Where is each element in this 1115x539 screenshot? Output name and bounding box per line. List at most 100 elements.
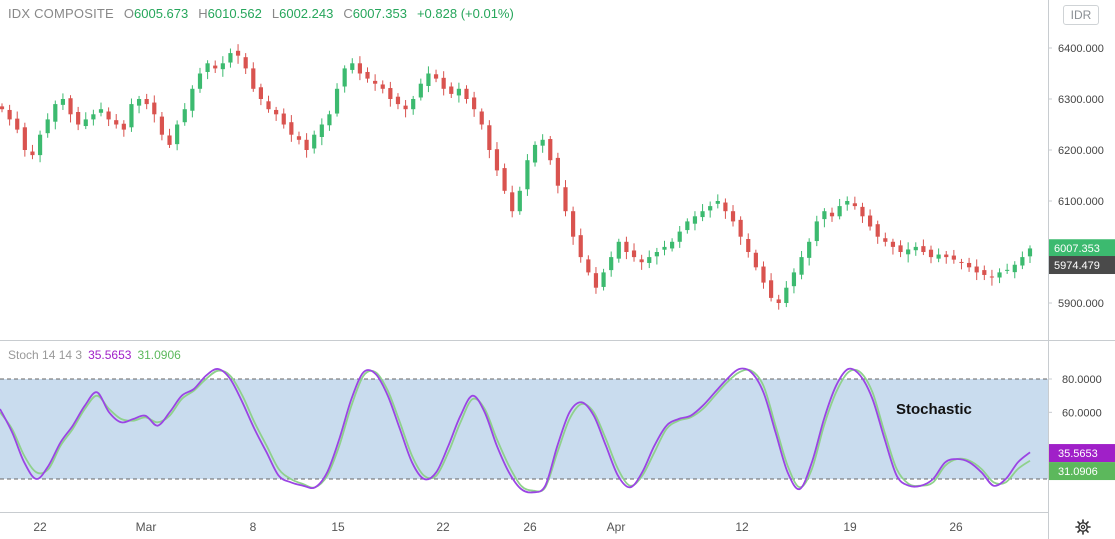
last-price-tag xyxy=(1049,239,1115,258)
candle-body xyxy=(890,241,896,247)
candle-body xyxy=(296,136,302,140)
candle-body xyxy=(114,120,119,125)
candle-body xyxy=(807,241,812,258)
candle-body xyxy=(449,86,454,94)
candle-body xyxy=(692,216,698,224)
high-label: H xyxy=(198,6,208,21)
candle-body xyxy=(982,270,987,275)
candle-body xyxy=(540,139,545,146)
price-axis-label: 6400.000 xyxy=(1058,43,1104,55)
candle-body xyxy=(136,99,142,106)
candle-body xyxy=(167,135,172,145)
candle-body xyxy=(837,206,842,217)
candle-body xyxy=(380,84,385,89)
stoch-k-tag-label: 35.5653 xyxy=(1058,448,1098,460)
low-label: L xyxy=(271,6,280,21)
candle-body xyxy=(944,254,949,258)
candle-body xyxy=(1027,248,1033,257)
candle-body xyxy=(327,114,332,126)
open-value: 6005.673 xyxy=(134,6,189,21)
candle-body xyxy=(845,201,850,205)
candle-body xyxy=(814,221,819,242)
stochastic-k-value: 35.5653 xyxy=(88,348,132,362)
candle-body xyxy=(555,157,560,186)
candle-body xyxy=(738,219,743,237)
candle-body xyxy=(304,139,309,150)
time-axis-label: 8 xyxy=(250,520,257,534)
candle-body xyxy=(677,231,682,242)
candle-body xyxy=(334,88,340,114)
candle-body xyxy=(60,99,66,105)
candle-body xyxy=(243,57,248,69)
candle-body xyxy=(510,192,515,212)
candle-body xyxy=(235,50,241,56)
candle-body xyxy=(989,276,995,278)
candle-body xyxy=(258,87,263,99)
candle-body xyxy=(769,280,774,298)
candle-body xyxy=(0,106,5,110)
candle-body xyxy=(730,211,736,222)
candle-body xyxy=(494,149,500,171)
time-axis-label: 12 xyxy=(735,520,749,534)
high-value: 6010.562 xyxy=(207,6,262,21)
candle-body xyxy=(144,99,149,105)
candle-body xyxy=(106,111,111,120)
candle-body xyxy=(45,119,50,134)
candle-body xyxy=(1012,264,1017,273)
candle-body xyxy=(670,241,675,249)
candle-body xyxy=(662,246,667,250)
time-axis-label: Mar xyxy=(136,520,157,534)
time-axis-label: Apr xyxy=(607,520,626,534)
candle-body xyxy=(373,80,378,84)
open-label: O xyxy=(123,6,135,21)
candle-body xyxy=(616,241,621,259)
candle-body xyxy=(479,111,484,125)
candle-body xyxy=(654,252,659,257)
settings-button[interactable] xyxy=(1074,518,1092,536)
candle-body xyxy=(30,151,35,156)
time-axis-label: 26 xyxy=(949,520,963,534)
candle-body xyxy=(205,63,210,72)
candle-body xyxy=(639,259,644,263)
price-axis-label: 6200.000 xyxy=(1058,145,1104,157)
candle-body xyxy=(715,201,720,204)
candle-body xyxy=(274,109,279,115)
candle-body xyxy=(129,104,134,128)
close-value: 6007.353 xyxy=(352,6,407,21)
time-axis-label: 22 xyxy=(33,520,47,534)
candle-body xyxy=(15,118,20,130)
candle-body xyxy=(601,272,606,287)
stoch-d-tag xyxy=(1049,462,1115,481)
stoch-d-tag-label: 31.0906 xyxy=(1058,466,1098,478)
candle-body xyxy=(898,245,903,252)
stochastic-overlay-label: Stochastic xyxy=(896,401,972,418)
candle-body xyxy=(532,144,538,163)
price-axis-label: 5900.000 xyxy=(1058,298,1104,310)
candle-body xyxy=(875,224,880,237)
candle-body xyxy=(525,160,530,190)
candle-body xyxy=(426,73,431,86)
time-axis-label: 19 xyxy=(843,520,857,534)
stochastic-name[interactable]: Stoch 14 14 3 xyxy=(8,348,83,362)
currency-button[interactable]: IDR xyxy=(1063,5,1099,25)
candle-body xyxy=(91,114,96,120)
symbol-name[interactable]: IDX COMPOSITE xyxy=(8,6,114,21)
stochastic-pane xyxy=(0,367,1048,494)
candle-body xyxy=(182,109,187,123)
candle-body xyxy=(791,272,797,287)
candle-body xyxy=(312,134,317,149)
candle-body xyxy=(357,63,362,74)
candle-body xyxy=(281,113,286,125)
candle-body xyxy=(776,299,781,303)
candle-body xyxy=(1020,257,1025,266)
low-value: 6002.243 xyxy=(279,6,334,21)
prev-price-tag xyxy=(1049,256,1115,275)
candle-body xyxy=(913,246,918,251)
candle-body xyxy=(631,250,637,258)
candle-body xyxy=(487,125,492,150)
candle-body xyxy=(456,88,461,96)
stoch-axis-label: 80.0000 xyxy=(1062,374,1102,386)
time-axis-label: 22 xyxy=(436,520,450,534)
stoch-axis-label: 60.0000 xyxy=(1062,407,1102,419)
